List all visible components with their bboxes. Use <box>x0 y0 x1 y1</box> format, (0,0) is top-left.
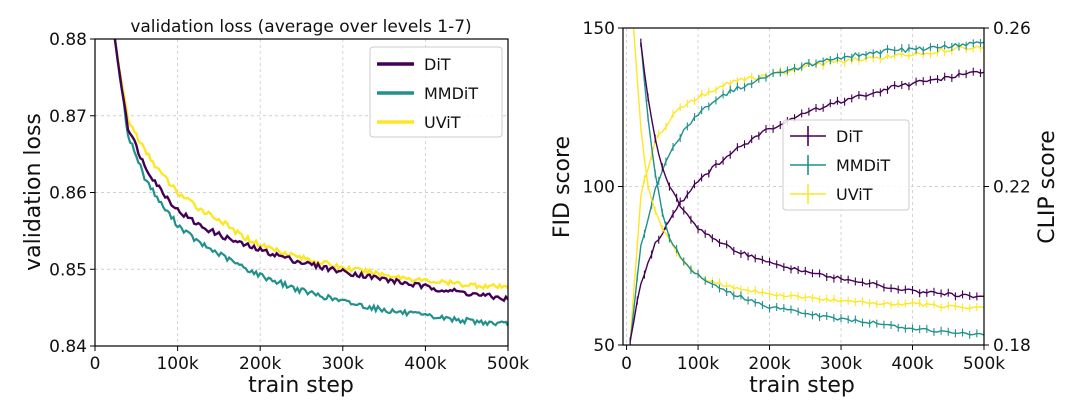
left-y-tick-label: 0.84 <box>49 337 87 357</box>
left-y-tick-label: 0.88 <box>49 30 87 50</box>
right-legend-label-dit: DiT <box>836 127 863 146</box>
right-legend-label-uvit: UViT <box>836 185 873 204</box>
left-x-tick-label: 100k <box>156 354 198 374</box>
right-y2-tick-label: 0.18 <box>993 336 1031 356</box>
right-y2-tick-label: 0.22 <box>993 178 1031 198</box>
left-y-axis-label: validation loss <box>21 113 46 271</box>
left-series-dit-line <box>113 39 508 303</box>
left-legend: DiT MMDiT UViT <box>369 46 503 138</box>
left-x-tick-label: 400k <box>404 354 446 374</box>
right-ticks: 0 100k 200k 300k 400k 500k 50 100 150 0.18 0.22 0.2… <box>583 19 1031 374</box>
right-x-tick-label: 400k <box>891 354 933 374</box>
left-x-tick-label: 0 <box>90 354 101 374</box>
right-legend-label-mmdit: MMDiT <box>836 156 890 175</box>
right-x-tick-label: 500k <box>963 354 1005 374</box>
right-x-tick-label: 100k <box>677 354 719 374</box>
left-series-uvit-line <box>113 39 508 291</box>
fid-clip-panel: 0 100k 200k 300k 400k 500k 50 100 150 0.18 0.22 0.2… <box>550 19 1060 398</box>
right-y-tick-label: 50 <box>593 336 615 356</box>
clip-series-mmdit-line <box>629 41 984 344</box>
right-x-tick-label: 300k <box>820 354 862 374</box>
left-title: validation loss (average over levels 1-7… <box>130 17 471 37</box>
left-lines <box>113 39 508 327</box>
validation-loss-panel: 0 100k 200k 300k 400k 500k 0.84 0.85 0.86 0.87 0.8… <box>21 17 529 398</box>
left-x-tick-label: 200k <box>239 354 281 374</box>
left-x-tick-label: 500k <box>487 354 529 374</box>
right-lines <box>629 28 984 345</box>
left-x-tick-label: 300k <box>322 354 364 374</box>
clip-series-dit-line <box>629 70 984 342</box>
clip-series-mmdit-errorbars <box>629 39 981 345</box>
left-legend-box <box>369 46 503 138</box>
right-legend-box <box>782 119 910 211</box>
right-y-tick-label: 100 <box>583 178 615 198</box>
clip-series-uvit-line <box>629 45 984 344</box>
left-y-tick-label: 0.87 <box>49 107 87 127</box>
right-x-tick-label: 0 <box>621 354 632 374</box>
left-y-tick-label: 0.86 <box>49 184 87 204</box>
right-y-tick-label: 150 <box>583 19 615 39</box>
right-y2-tick-label: 0.26 <box>993 19 1031 39</box>
left-series-mmdit-line <box>113 39 508 327</box>
fid-series-uvit-line <box>633 29 984 310</box>
left-ticks: 0 100k 200k 300k 400k 500k 0.84 0.85 0.86 0.87 0.8… <box>49 30 529 374</box>
right-legend: DiT MMDiT UViT <box>782 119 910 211</box>
right-y2-axis-label: CLIP score <box>1035 130 1060 243</box>
legend-label-mmdit: MMDiT <box>424 84 478 103</box>
left-x-axis-label: train step <box>248 373 354 398</box>
left-y-tick-label: 0.85 <box>49 260 87 280</box>
right-y-axis-label: FID score <box>550 136 575 238</box>
right-x-axis-label: train step <box>749 373 855 398</box>
right-x-tick-label: 200k <box>748 354 790 374</box>
legend-label-uvit: UViT <box>424 113 461 132</box>
fid-series-dit-errorbars <box>640 38 984 301</box>
legend-label-dit: DiT <box>424 55 451 74</box>
